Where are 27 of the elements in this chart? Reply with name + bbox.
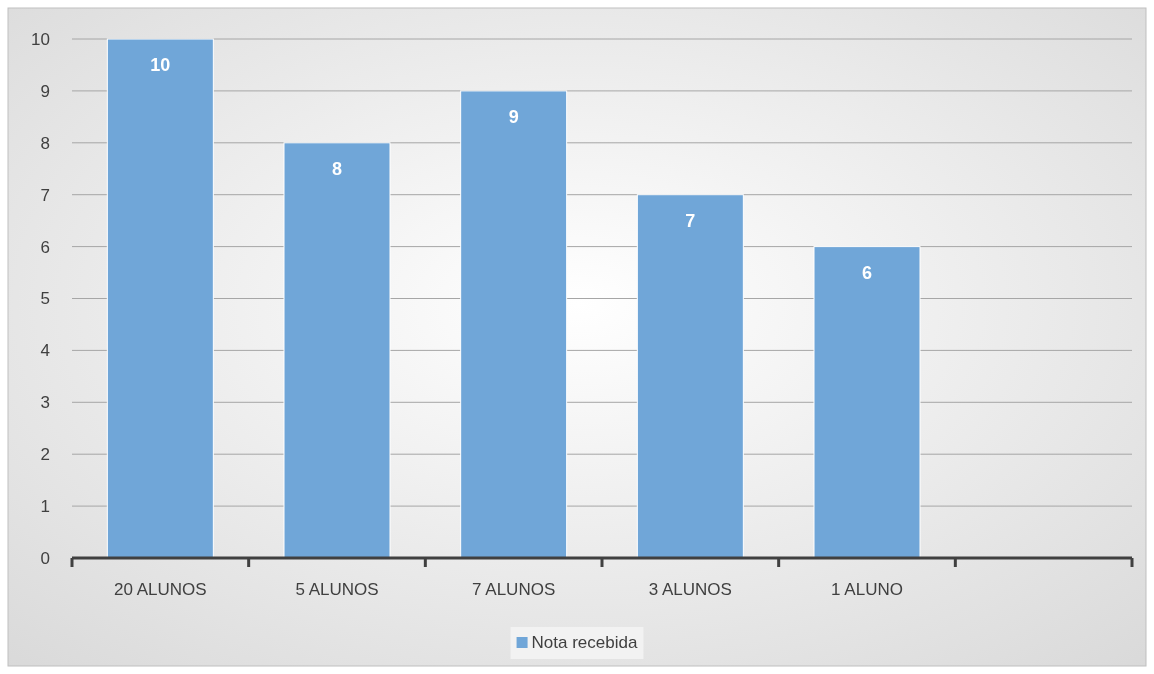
- y-tick-label: 8: [40, 133, 50, 153]
- x-tick-label: 3 ALUNOS: [648, 580, 732, 599]
- x-tick-label: 20 ALUNOS: [114, 580, 207, 599]
- y-tick-label: 2: [40, 445, 50, 465]
- y-tick-label: 5: [40, 289, 50, 309]
- text: Nota recebida: [531, 633, 638, 652]
- bar: [106, 38, 214, 559]
- y-tick-label: 1: [40, 497, 50, 517]
- y-tick-label: 10: [31, 29, 50, 49]
- y-tick-label: 4: [40, 341, 50, 361]
- y-tick-label: 9: [40, 81, 50, 101]
- y-tick-label: 3: [40, 393, 50, 413]
- data-label: 10: [150, 55, 171, 75]
- x-tick-label: 1 ALUNO: [831, 580, 903, 599]
- x-tick-label: 5 ALUNOS: [295, 580, 379, 599]
- bar: [636, 194, 744, 559]
- x-tick-label: 7 ALUNOS: [472, 580, 556, 599]
- bar: [283, 142, 391, 559]
- data-label: 6: [861, 262, 873, 283]
- data-label: 7: [685, 210, 696, 231]
- bar: [813, 246, 921, 559]
- y-tick-label: 0: [40, 548, 50, 568]
- y-tick-label: 7: [40, 185, 50, 205]
- data-label: 9: [508, 106, 519, 127]
- data-label: 8: [331, 158, 343, 179]
- y-tick-label: 6: [40, 237, 50, 257]
- bar: [460, 90, 568, 559]
